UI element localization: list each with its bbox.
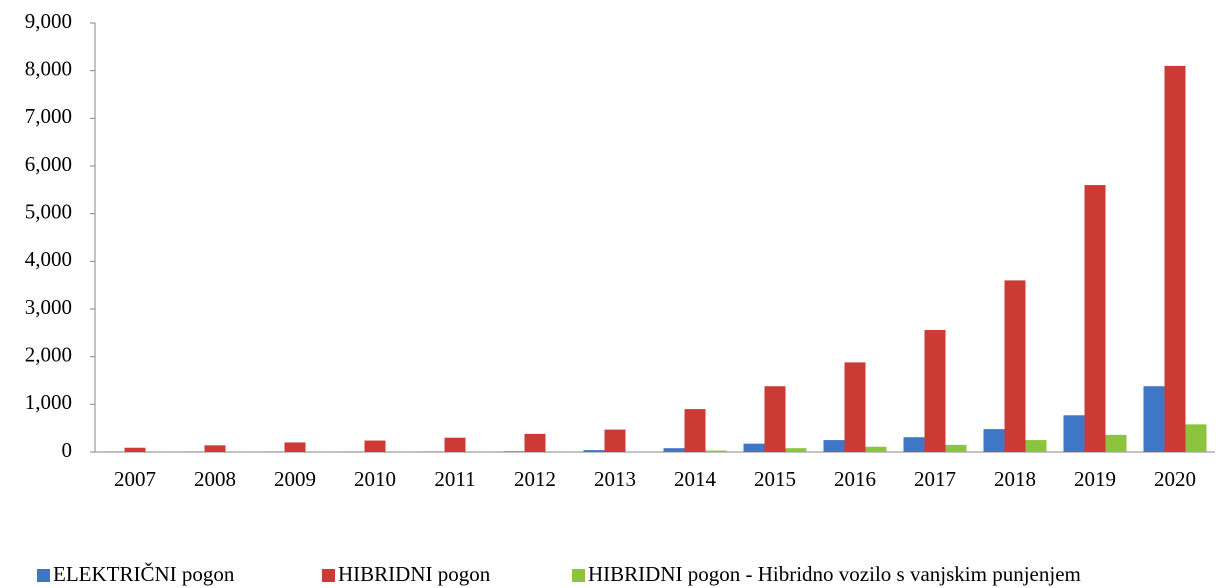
bar (684, 409, 706, 452)
bar (204, 445, 226, 452)
bar (604, 429, 626, 452)
y-tick-label: 7,000 (25, 104, 72, 128)
bar (1185, 424, 1207, 452)
y-tick-label: 8,000 (25, 56, 72, 80)
x-tick-label: 2017 (914, 467, 956, 491)
bar (1143, 386, 1165, 452)
bar (1004, 280, 1026, 452)
x-tick-label: 2013 (594, 467, 636, 491)
legend-swatch (37, 569, 50, 582)
bar (945, 444, 967, 452)
bar (764, 386, 786, 452)
y-tick-label: 2,000 (25, 342, 72, 366)
bar (844, 362, 866, 452)
bar (983, 429, 1005, 452)
bar (1164, 65, 1186, 453)
x-tick-label: 2019 (1074, 467, 1116, 491)
x-tick-label: 2011 (434, 467, 475, 491)
bar (823, 440, 845, 452)
bar (1105, 434, 1127, 452)
legend-swatch (572, 569, 585, 582)
bar (903, 437, 925, 452)
bar (785, 448, 807, 452)
y-tick-label: 9,000 (25, 9, 72, 33)
x-tick-label: 2016 (834, 467, 876, 491)
x-tick-label: 2014 (674, 467, 717, 491)
bar (1084, 185, 1106, 453)
bar (865, 446, 887, 452)
x-tick-label: 2012 (514, 467, 556, 491)
x-tick-label: 2010 (354, 467, 396, 491)
bar (364, 440, 386, 452)
x-tick-label: 2008 (194, 467, 236, 491)
legend-swatch (322, 569, 335, 582)
x-tick-label: 2018 (994, 467, 1036, 491)
y-tick-label: 5,000 (25, 199, 72, 223)
y-tick-label: 1,000 (25, 390, 72, 414)
x-tick-label: 2009 (274, 467, 316, 491)
y-tick-label: 0 (62, 438, 73, 462)
bar (743, 443, 765, 452)
legend-label: HIBRIDNI pogon - Hibridno vozilo s vanjs… (588, 562, 1081, 586)
y-tick-label: 4,000 (25, 247, 72, 271)
x-tick-label: 2007 (114, 467, 156, 491)
bar (705, 450, 727, 452)
bar (284, 442, 306, 452)
bar (663, 448, 685, 452)
x-tick-label: 2020 (1154, 467, 1196, 491)
bar (583, 450, 605, 452)
y-tick-label: 3,000 (25, 295, 72, 319)
y-tick-label: 6,000 (25, 152, 72, 176)
bar (444, 437, 466, 452)
legend-label: ELEKTRIČNI pogon (53, 562, 235, 586)
x-tick-label: 2015 (754, 467, 796, 491)
bar (1025, 440, 1047, 452)
legend-label: HIBRIDNI pogon (338, 562, 491, 586)
bar (524, 433, 546, 452)
bar (124, 447, 146, 452)
bar (1063, 415, 1085, 452)
bar (503, 451, 525, 452)
bar (924, 329, 946, 452)
